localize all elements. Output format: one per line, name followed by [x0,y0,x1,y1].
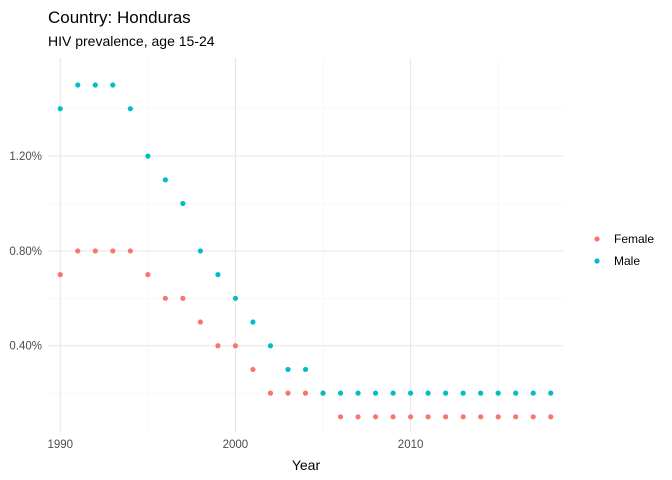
female-point [408,414,414,420]
female-point [495,414,501,420]
male-point [215,272,221,278]
female-point [285,390,291,396]
female-point [443,414,449,420]
x-tick-label: 2010 [398,439,424,451]
chart-subtitle: HIV prevalence, age 15-24 [48,33,215,49]
male-point [302,366,309,373]
male-point [250,319,256,325]
legend-key-male [594,258,600,264]
data-points [57,82,554,420]
female-point [390,414,396,420]
male-point [110,82,116,88]
male-point [425,390,431,396]
x-axis-tick-labels: 1990 2000 2010 [47,439,423,451]
female-point [372,414,379,420]
male-point [197,248,203,254]
female-point [267,390,274,396]
male-point [443,390,449,396]
male-point [372,390,379,396]
male-point [408,390,414,396]
female-point [162,295,168,301]
female-point [75,248,81,254]
y-tick-label: 0.80% [9,246,42,258]
female-point [530,414,536,420]
x-tick-label: 2000 [223,439,249,451]
y-tick-label: 1.20% [9,151,42,163]
male-point [127,106,133,112]
male-point [478,390,484,396]
male-point [180,200,186,207]
male-point [162,177,168,183]
gridlines [48,58,563,432]
female-point [127,248,133,254]
x-axis-title: Year [292,457,321,473]
female-point [548,414,554,420]
male-point [92,82,98,88]
male-point [232,295,239,301]
male-point [495,390,501,396]
female-point [92,248,98,254]
female-point [460,414,466,420]
male-point [337,390,344,396]
female-point [302,390,309,396]
male-point [75,82,81,88]
y-axis-tick-labels: 0.40% 0.80% 1.20% [9,151,42,353]
female-point [355,414,361,420]
legend-key-female [594,236,600,242]
female-point [180,295,186,301]
female-point [337,414,344,420]
female-point [197,319,203,325]
chart-title: Country: Honduras [48,8,191,27]
legend-label-male: Male [614,254,640,268]
male-point [513,390,519,396]
y-tick-label: 0.40% [9,341,42,353]
male-point [355,390,361,396]
female-point [425,414,431,420]
female-point [57,272,63,278]
x-tick-label: 1990 [47,439,73,451]
male-point [530,390,536,396]
female-point [145,272,151,278]
female-point [250,366,256,373]
male-point [320,390,326,396]
female-point [215,343,221,349]
male-point [57,106,63,112]
male-point [285,366,291,373]
male-point [548,390,554,396]
female-point [232,343,239,349]
female-point [478,414,484,420]
male-point [390,390,396,396]
male-point [460,390,466,396]
male-point [145,153,151,159]
legend-label-female: Female [614,232,654,246]
legend: Female Male [594,232,654,268]
female-point [513,414,519,420]
male-point [267,343,274,349]
female-point [110,248,116,254]
